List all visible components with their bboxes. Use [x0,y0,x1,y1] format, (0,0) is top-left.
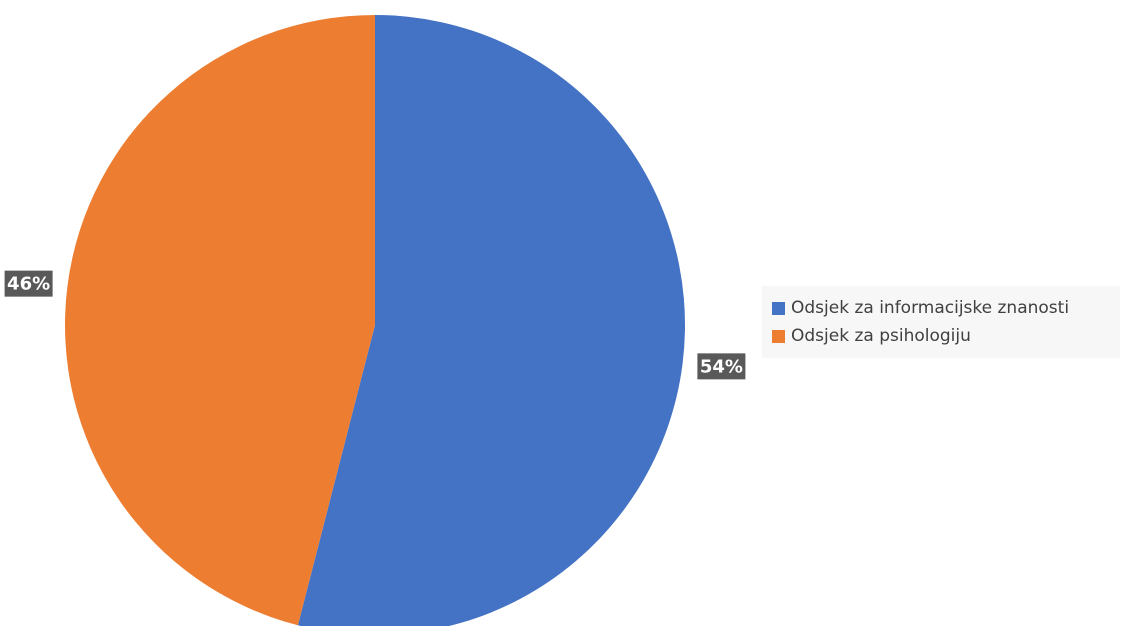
legend-swatch-informacijske-znanosti [772,301,785,315]
legend-swatch-psihologiju [772,329,785,343]
data-label-odsjek-za-informacijske-znanosti: 54% [697,353,746,380]
data-label-odsjek-za-psihologiju: 46% [4,270,53,297]
legend-label-psihologiju: Odsjek za psihologiju [791,326,971,346]
legend-item-informacijske-znanosti: Odsjek za informacijske znanosti [772,294,1120,322]
data-label-text-odsjek-za-psihologiju: 46% [7,274,50,295]
pie-slice-odsjek-za-informacijske-znanosti [297,15,685,626]
legend-item-psihologiju: Odsjek za psihologiju [772,322,1120,350]
data-label-bg-odsjek-za-psihologiju [4,270,53,297]
data-label-bg-odsjek-za-informacijske-znanosti [697,353,746,380]
pie-slice-odsjek-za-psihologiju [64,15,375,626]
chart-legend: Odsjek za informacijske znanosti Odsjek … [762,286,1120,358]
legend-label-informacijske-znanosti: Odsjek za informacijske znanosti [791,298,1070,318]
data-label-text-odsjek-za-informacijske-znanosti: 54% [700,356,743,377]
